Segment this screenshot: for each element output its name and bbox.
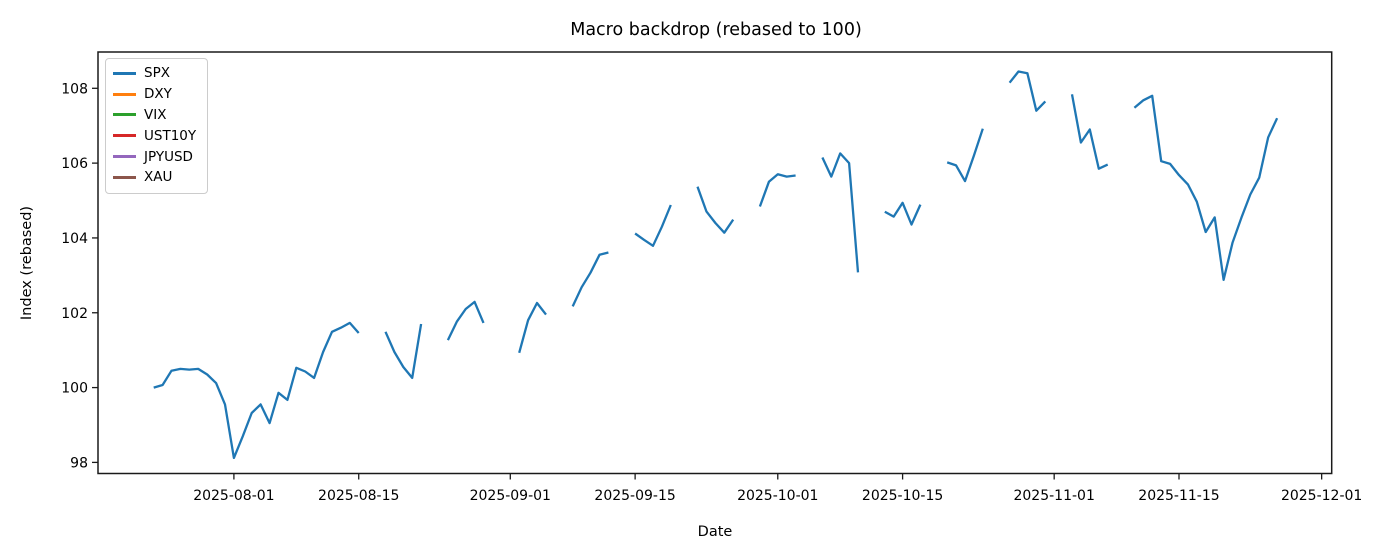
series-line-spx (634, 204, 672, 247)
series-line-spx (758, 173, 796, 207)
series-line-spx (696, 186, 735, 234)
legend-label: DXY (144, 86, 172, 103)
legend-label: VIX (144, 106, 167, 123)
legend-line-swatch (113, 71, 136, 75)
x-tick-label: 2025-11-15 (1138, 488, 1219, 504)
legend-item-spx: SPX (113, 63, 201, 84)
x-tick-label: 2025-09-15 (594, 488, 675, 504)
series-line-spx (946, 128, 984, 183)
x-tick-label: 2025-10-01 (737, 488, 818, 504)
series-line-spx (446, 300, 485, 341)
y-axis-label: Index (rebased) (19, 206, 35, 320)
series-line-spx (1070, 94, 1109, 170)
series-line-spx (518, 301, 547, 354)
x-tick-label: 2025-11-01 (1013, 488, 1094, 504)
y-tick-label: 98 (70, 455, 88, 471)
legend-item-ust10y: UST10Y (113, 125, 201, 146)
legend-line-swatch (113, 134, 136, 138)
y-tick-label: 102 (61, 306, 88, 322)
series-line-spx (884, 201, 922, 226)
legend-item-dxy: DXY (113, 84, 201, 105)
series-line-spx (1008, 70, 1047, 112)
legend-label: XAU (144, 169, 173, 186)
y-tick-label: 100 (61, 381, 88, 397)
y-tick-label: 104 (61, 231, 88, 247)
legend-line-swatch (113, 113, 136, 117)
x-tick-label: 2025-09-01 (470, 488, 551, 504)
x-axis-label: Date (698, 524, 733, 540)
x-tick-label: 2025-08-15 (318, 488, 399, 504)
legend-line-swatch (113, 155, 136, 159)
y-tick-label: 106 (61, 156, 88, 172)
series-line-spx (1133, 94, 1279, 281)
legend: SPX DXY VIX UST10Y JPYUSD XAU (105, 58, 208, 194)
legend-label: JPYUSD (144, 148, 193, 165)
x-tick-label: 2025-12-01 (1281, 488, 1362, 504)
legend-line-swatch (113, 92, 136, 96)
series-line-spx (153, 321, 360, 460)
series-line-spx (571, 251, 609, 307)
chart-title: Macro backdrop (rebased to 100) (570, 20, 862, 40)
legend-label: SPX (144, 65, 170, 82)
x-tick-label: 2025-08-01 (193, 488, 274, 504)
y-tick-label: 108 (61, 81, 88, 97)
x-tick-label: 2025-10-15 (862, 488, 943, 504)
legend-label: UST10Y (144, 127, 197, 144)
series-line-spx (821, 152, 860, 273)
legend-line-swatch (113, 175, 136, 179)
legend-item-vix: VIX (113, 105, 201, 126)
legend-item-jpyusd: JPYUSD (113, 146, 201, 167)
plot-frame (97, 51, 1333, 475)
series-line-spx (384, 323, 423, 380)
legend-item-xau: XAU (113, 167, 201, 188)
